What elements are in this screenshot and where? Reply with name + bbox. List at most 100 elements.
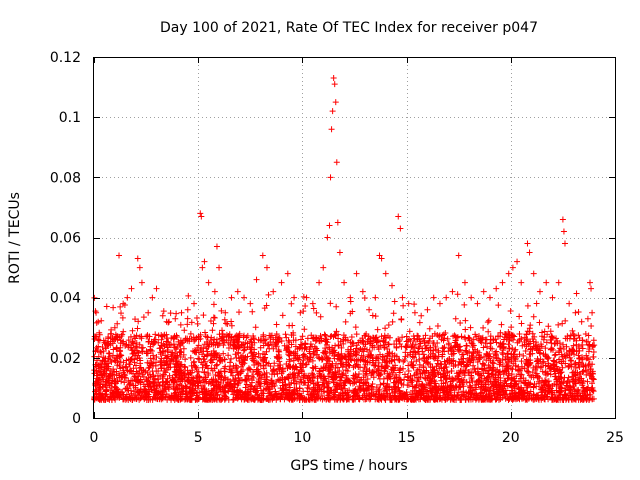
data-point xyxy=(192,347,199,354)
data-point xyxy=(231,339,238,346)
data-point xyxy=(587,366,594,373)
data-point xyxy=(350,393,357,400)
data-point xyxy=(232,362,239,369)
data-point xyxy=(562,360,569,367)
data-point xyxy=(315,382,322,389)
data-point xyxy=(102,343,109,350)
data-point xyxy=(309,394,316,401)
data-point xyxy=(163,331,170,338)
data-point xyxy=(478,339,485,346)
data-point xyxy=(278,337,285,344)
x-tick-label: 10 xyxy=(293,430,311,446)
data-point xyxy=(586,391,593,398)
data-point xyxy=(568,386,575,393)
data-point xyxy=(233,345,240,352)
data-point xyxy=(566,362,573,369)
data-point xyxy=(458,361,465,368)
data-point xyxy=(518,358,525,365)
data-point xyxy=(411,344,418,351)
data-point xyxy=(448,351,455,358)
data-point xyxy=(203,338,210,345)
data-point xyxy=(251,339,258,346)
data-point xyxy=(155,332,162,339)
data-point xyxy=(443,294,450,301)
data-point xyxy=(434,322,441,329)
data-point xyxy=(120,328,127,335)
data-point xyxy=(221,392,228,399)
data-point xyxy=(545,323,552,330)
data-point xyxy=(95,318,102,325)
data-point xyxy=(512,358,519,365)
data-point xyxy=(377,395,384,402)
data-point xyxy=(466,369,473,376)
data-point xyxy=(486,350,493,357)
data-point xyxy=(586,279,593,286)
data-point xyxy=(346,387,353,394)
data-point xyxy=(332,386,339,393)
data-point xyxy=(373,367,380,374)
data-point xyxy=(123,357,130,364)
data-point xyxy=(539,368,546,375)
data-point xyxy=(576,355,583,362)
data-point xyxy=(556,387,563,394)
data-point xyxy=(119,314,126,321)
data-point xyxy=(335,331,342,338)
data-point xyxy=(177,337,184,344)
data-point xyxy=(309,394,316,401)
data-point xyxy=(382,325,389,332)
data-point xyxy=(372,313,379,320)
data-point xyxy=(504,363,511,370)
data-point xyxy=(565,396,572,403)
data-point xyxy=(277,395,284,402)
data-point xyxy=(170,341,177,348)
data-point xyxy=(459,358,466,365)
data-point xyxy=(418,312,425,319)
data-point xyxy=(580,384,587,391)
data-point xyxy=(113,386,120,393)
data-point xyxy=(144,350,151,357)
data-point xyxy=(320,383,327,390)
data-point xyxy=(523,357,530,364)
data-point xyxy=(162,380,169,387)
data-point xyxy=(340,337,347,344)
data-point xyxy=(247,388,254,395)
data-point xyxy=(243,381,250,388)
data-point xyxy=(524,361,531,368)
data-point xyxy=(136,341,143,348)
data-point xyxy=(425,360,432,367)
data-point xyxy=(103,361,110,368)
data-point xyxy=(244,343,251,350)
data-point xyxy=(438,336,445,343)
data-point xyxy=(349,396,356,403)
data-point xyxy=(228,355,235,362)
data-point xyxy=(458,333,465,340)
data-point xyxy=(542,352,549,359)
data-point xyxy=(278,370,285,377)
data-point xyxy=(241,344,248,351)
data-point xyxy=(415,374,422,381)
data-point xyxy=(181,378,188,385)
data-point xyxy=(221,374,228,381)
data-point xyxy=(514,353,521,360)
data-point xyxy=(152,331,159,338)
data-point xyxy=(537,347,544,354)
data-point xyxy=(416,356,423,363)
data-point xyxy=(551,340,558,347)
data-point xyxy=(473,384,480,391)
data-point xyxy=(286,356,293,363)
data-point xyxy=(134,355,141,362)
data-point xyxy=(422,332,429,339)
data-point xyxy=(561,353,568,360)
data-point xyxy=(539,377,546,384)
data-point xyxy=(252,388,259,395)
data-point xyxy=(414,348,421,355)
data-point xyxy=(543,339,550,346)
data-point xyxy=(414,367,421,374)
data-point xyxy=(383,358,390,365)
data-point xyxy=(462,335,469,342)
data-point xyxy=(165,394,172,401)
data-point xyxy=(201,353,208,360)
data-point xyxy=(492,351,499,358)
data-point xyxy=(107,393,114,400)
data-point xyxy=(493,285,500,292)
